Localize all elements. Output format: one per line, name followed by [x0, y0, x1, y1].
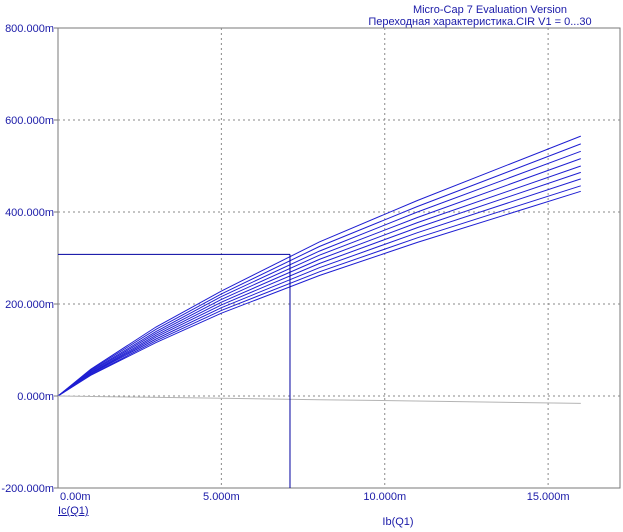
y-axis-label: Ic(Q1) — [58, 505, 89, 517]
x-tick-label: 10.000m — [363, 491, 406, 503]
cursor-lines[interactable] — [58, 253, 291, 488]
y-tick-label: 0.000m — [17, 391, 54, 403]
x-tick-label: 15.000m — [527, 491, 570, 503]
chart-title: Micro-Cap 7 Evaluation Version — [412, 4, 568, 16]
x-tick-labels: 0.00m 5.000m 10.000m 15.000m — [60, 491, 570, 503]
series-line-4 — [57, 158, 581, 397]
series-line-2 — [57, 143, 581, 397]
x-axis-label: Ib(Q1) — [382, 516, 414, 528]
series-line-7 — [57, 178, 581, 397]
y-tick-label: 400.000m — [5, 207, 54, 219]
series-line-1 — [57, 135, 581, 397]
series-line-8 — [57, 185, 581, 397]
series-line-3 — [57, 150, 581, 397]
x-tick-label: 0.00m — [60, 491, 91, 503]
grid-lines — [54, 27, 620, 489]
series-line-10 — [57, 395, 581, 404]
series-line-6 — [57, 171, 581, 397]
y-tick-label: 200.000m — [5, 299, 54, 311]
series-line-5 — [57, 165, 581, 397]
x-tick-label: 5.000m — [203, 491, 240, 503]
y-tick-label: 800.000m — [5, 23, 54, 35]
series-line-9 — [57, 190, 581, 397]
y-tick-label: 600.000m — [5, 115, 54, 127]
plot-frame — [57, 27, 621, 489]
data-series — [57, 135, 581, 404]
y-tick-label: -200.000m — [1, 483, 54, 495]
chart-subtitle: Переходная характеристика.CIR V1 = 0...3… — [368, 16, 592, 28]
y-tick-labels: 800.000m 600.000m 400.000m 200.000m 0.000m -2… — [1, 23, 54, 495]
